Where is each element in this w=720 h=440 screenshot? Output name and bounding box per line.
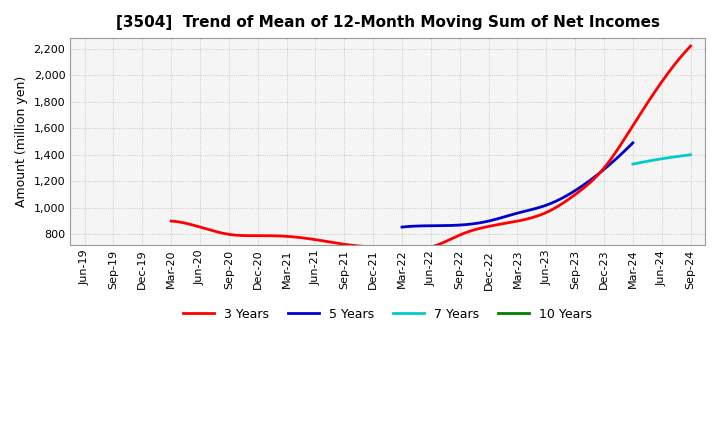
Title: [3504]  Trend of Mean of 12-Month Moving Sum of Net Incomes: [3504] Trend of Mean of 12-Month Moving … [116,15,660,30]
Legend: 3 Years, 5 Years, 7 Years, 10 Years: 3 Years, 5 Years, 7 Years, 10 Years [178,303,598,326]
Y-axis label: Amount (million yen): Amount (million yen) [15,76,28,207]
